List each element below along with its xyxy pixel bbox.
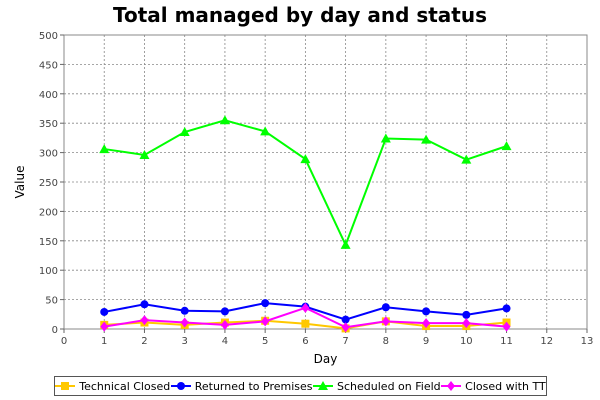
x-tick-label: 4 [222,336,228,347]
data-point-closed-with-tt [462,318,471,329]
data-point-scheduled-on-field [179,127,190,137]
x-tick-label: 10 [460,336,473,347]
x-tick-label: 7 [342,336,348,347]
legend-swatch-technical-closed [55,382,76,390]
data-point-scheduled-on-field [99,144,110,154]
y-tick-label: 250 [39,178,58,189]
y-tick-label: 500 [39,31,58,42]
data-point-returned-to-premises [180,306,189,315]
data-point-scheduled-on-field [461,154,472,164]
data-point-returned-to-premises [140,300,149,309]
legend: Technical Closed Returned to Premises Sche… [54,376,547,396]
legend-item-technical-closed: Technical Closed [55,380,170,393]
data-point-closed-with-tt [301,302,310,313]
data-point-closed-with-tt [100,321,109,332]
data-point-scheduled-on-field [300,154,311,164]
data-point-scheduled-on-field [501,141,512,151]
legend-swatch-scheduled-on-field [313,381,334,390]
x-tick-label: 6 [302,336,308,347]
legend-label: Closed with TT [465,379,546,393]
data-point-closed-with-tt [502,321,511,332]
data-point-closed-with-tt [261,316,270,327]
x-tick-label: 8 [383,336,389,347]
y-tick-label: 100 [39,266,58,277]
legend-label: Technical Closed [79,379,171,393]
data-point-returned-to-premises [220,307,229,316]
data-point-scheduled-on-field [260,126,271,136]
data-point-scheduled-on-field [340,239,351,249]
legend-swatch-returned-to-premises [170,382,191,390]
y-tick-label: 350 [39,119,58,130]
y-tick-label: 300 [39,149,58,160]
data-point-scheduled-on-field [380,133,391,143]
data-point-closed-with-tt [381,316,390,327]
y-tick-label: 50 [45,296,58,307]
legend-item-returned-to-premises: Returned to Premises [170,379,313,393]
legend-item-scheduled-on-field: Scheduled on Field [313,380,441,393]
data-point-returned-to-premises [261,299,270,308]
y-axis-label: Value [13,166,27,199]
data-point-returned-to-premises [341,315,350,324]
data-point-closed-with-tt [341,322,350,333]
x-tick-label: 9 [423,336,429,347]
x-tick-label: 13 [581,336,594,347]
y-tick-label: 400 [39,90,58,101]
data-point-returned-to-premises [502,304,511,313]
y-tick-label: 450 [39,60,58,71]
x-tick-label: 12 [540,336,553,347]
y-tick-label: 200 [39,207,58,218]
x-tick-label: 11 [500,336,513,347]
data-point-returned-to-premises [100,307,109,316]
chart-title: Total managed by day and status [112,3,488,27]
data-point-scheduled-on-field [139,149,150,159]
x-tick-label: 3 [182,336,188,347]
data-point-technical-closed [301,319,310,328]
legend-label: Returned to Premises [194,379,313,393]
data-point-closed-with-tt [422,318,431,329]
x-tick-label: 2 [141,336,147,347]
y-tick-label: 150 [39,237,58,248]
data-point-scheduled-on-field [219,115,230,125]
legend-item-closed-with-tt: Closed with TT [441,380,546,393]
data-point-returned-to-premises [462,310,471,319]
data-point-returned-to-premises [381,303,390,312]
y-tick-label: 0 [52,325,58,336]
data-point-closed-with-tt [220,319,229,330]
data-point-returned-to-premises [422,307,431,316]
x-tick-label: 0 [61,336,67,347]
data-point-closed-with-tt [180,317,189,328]
legend-swatch-closed-with-tt [441,381,462,391]
data-point-closed-with-tt [140,315,149,326]
legend-label: Scheduled on Field [337,379,441,393]
x-axis-label: Day [314,352,338,366]
x-tick-label: 5 [262,336,268,347]
x-tick-label: 1 [101,336,107,347]
data-point-scheduled-on-field [421,134,432,144]
